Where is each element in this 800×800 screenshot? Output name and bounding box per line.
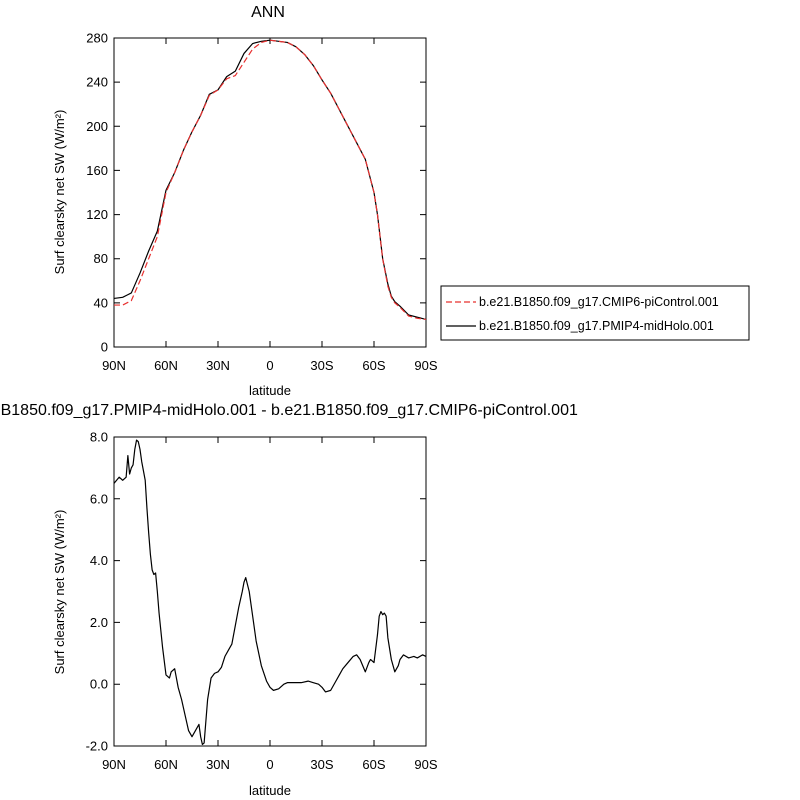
bottom-x-tick-label-2: 30N [206,757,230,772]
top-series-lines [113,39,427,321]
bottom-y-tick-label-3: 4.0 [90,553,108,568]
top-panel: ANN 0 40 80 120 160 200 240 280 90N 60N 30N 0 30S 60… [52,4,438,398]
top-y-axis-label: Surf clearsky net SW (W/m²) [52,110,67,275]
top-x-tick-label-1: 60N [154,358,178,373]
bottom-x-tick-label-0: 90N [102,757,126,772]
top-y-tick-label-2: 80 [94,251,108,266]
top-y-tick-label-0: 0 [101,340,108,355]
bottom-x-axis-label: latitude [249,783,291,798]
bottom-x-tick-label-3: 0 [266,757,273,772]
top-x-axis-label: latitude [249,383,291,398]
legend-box [440,285,750,341]
top-plot-frame [113,37,427,348]
bottom-y-ticks: -2.0 0.0 2.0 4.0 6.0 8.0 [86,430,426,754]
top-y-tick-label-1: 40 [94,295,108,310]
top-y-tick-label-4: 160 [86,163,108,178]
top-x-tick-label-4: 30S [310,358,333,373]
legend: b.e21.B1850.f09_g17.CMIP6-piControl.001 … [440,285,750,341]
bottom-x-ticks: 90N 60N 30N 0 30S 60S 90S [102,437,438,772]
top-series-line-0 [114,39,427,321]
top-y-tick-label-5: 200 [86,119,108,134]
bottom-plot-frame [113,436,427,747]
bottom-x-tick-label-5: 60S [362,757,385,772]
bottom-series-lines [113,439,427,746]
top-y-tick-label-3: 120 [86,207,108,222]
top-chart-title: ANN [251,4,285,21]
top-x-tick-label-3: 0 [266,358,273,373]
top-y-tick-label-7: 280 [86,31,108,46]
legend-entry-picontrol: b.e21.B1850.f09_g17.CMIP6-piControl.001 [479,295,719,309]
top-y-tick-label-6: 240 [86,75,108,90]
top-y-ticks: 0 40 80 120 160 200 240 280 [86,31,426,355]
bottom-chart-title: b.e21.B1850.f09_g17.PMIP4-midHolo.001 - … [0,402,578,419]
bottom-y-tick-label-0: -2.0 [86,739,108,754]
bottom-y-tick-label-4: 6.0 [90,491,108,506]
legend-entry-midholo: b.e21.B1850.f09_g17.PMIP4-midHolo.001 [479,319,714,333]
bottom-panel: b.e21.B1850.f09_g17.PMIP4-midHolo.001 - … [0,402,578,798]
bottom-y-tick-label-2: 2.0 [90,615,108,630]
top-x-tick-label-6: 90S [414,358,437,373]
top-x-tick-label-5: 60S [362,358,385,373]
top-x-tick-label-0: 90N [102,358,126,373]
bottom-y-tick-label-5: 8.0 [90,430,108,445]
bottom-series-line-0 [113,439,427,746]
bottom-x-tick-label-4: 30S [310,757,333,772]
bottom-y-axis-label: Surf clearsky net SW (W/m²) [52,510,67,675]
bottom-x-tick-label-1: 60N [154,757,178,772]
top-series-line-1 [113,39,427,320]
bottom-x-tick-label-6: 90S [414,757,437,772]
top-x-ticks: 90N 60N 30N 0 30S 60S 90S [102,38,438,373]
top-x-tick-label-2: 30N [206,358,230,373]
bottom-y-tick-label-1: 0.0 [90,677,108,692]
